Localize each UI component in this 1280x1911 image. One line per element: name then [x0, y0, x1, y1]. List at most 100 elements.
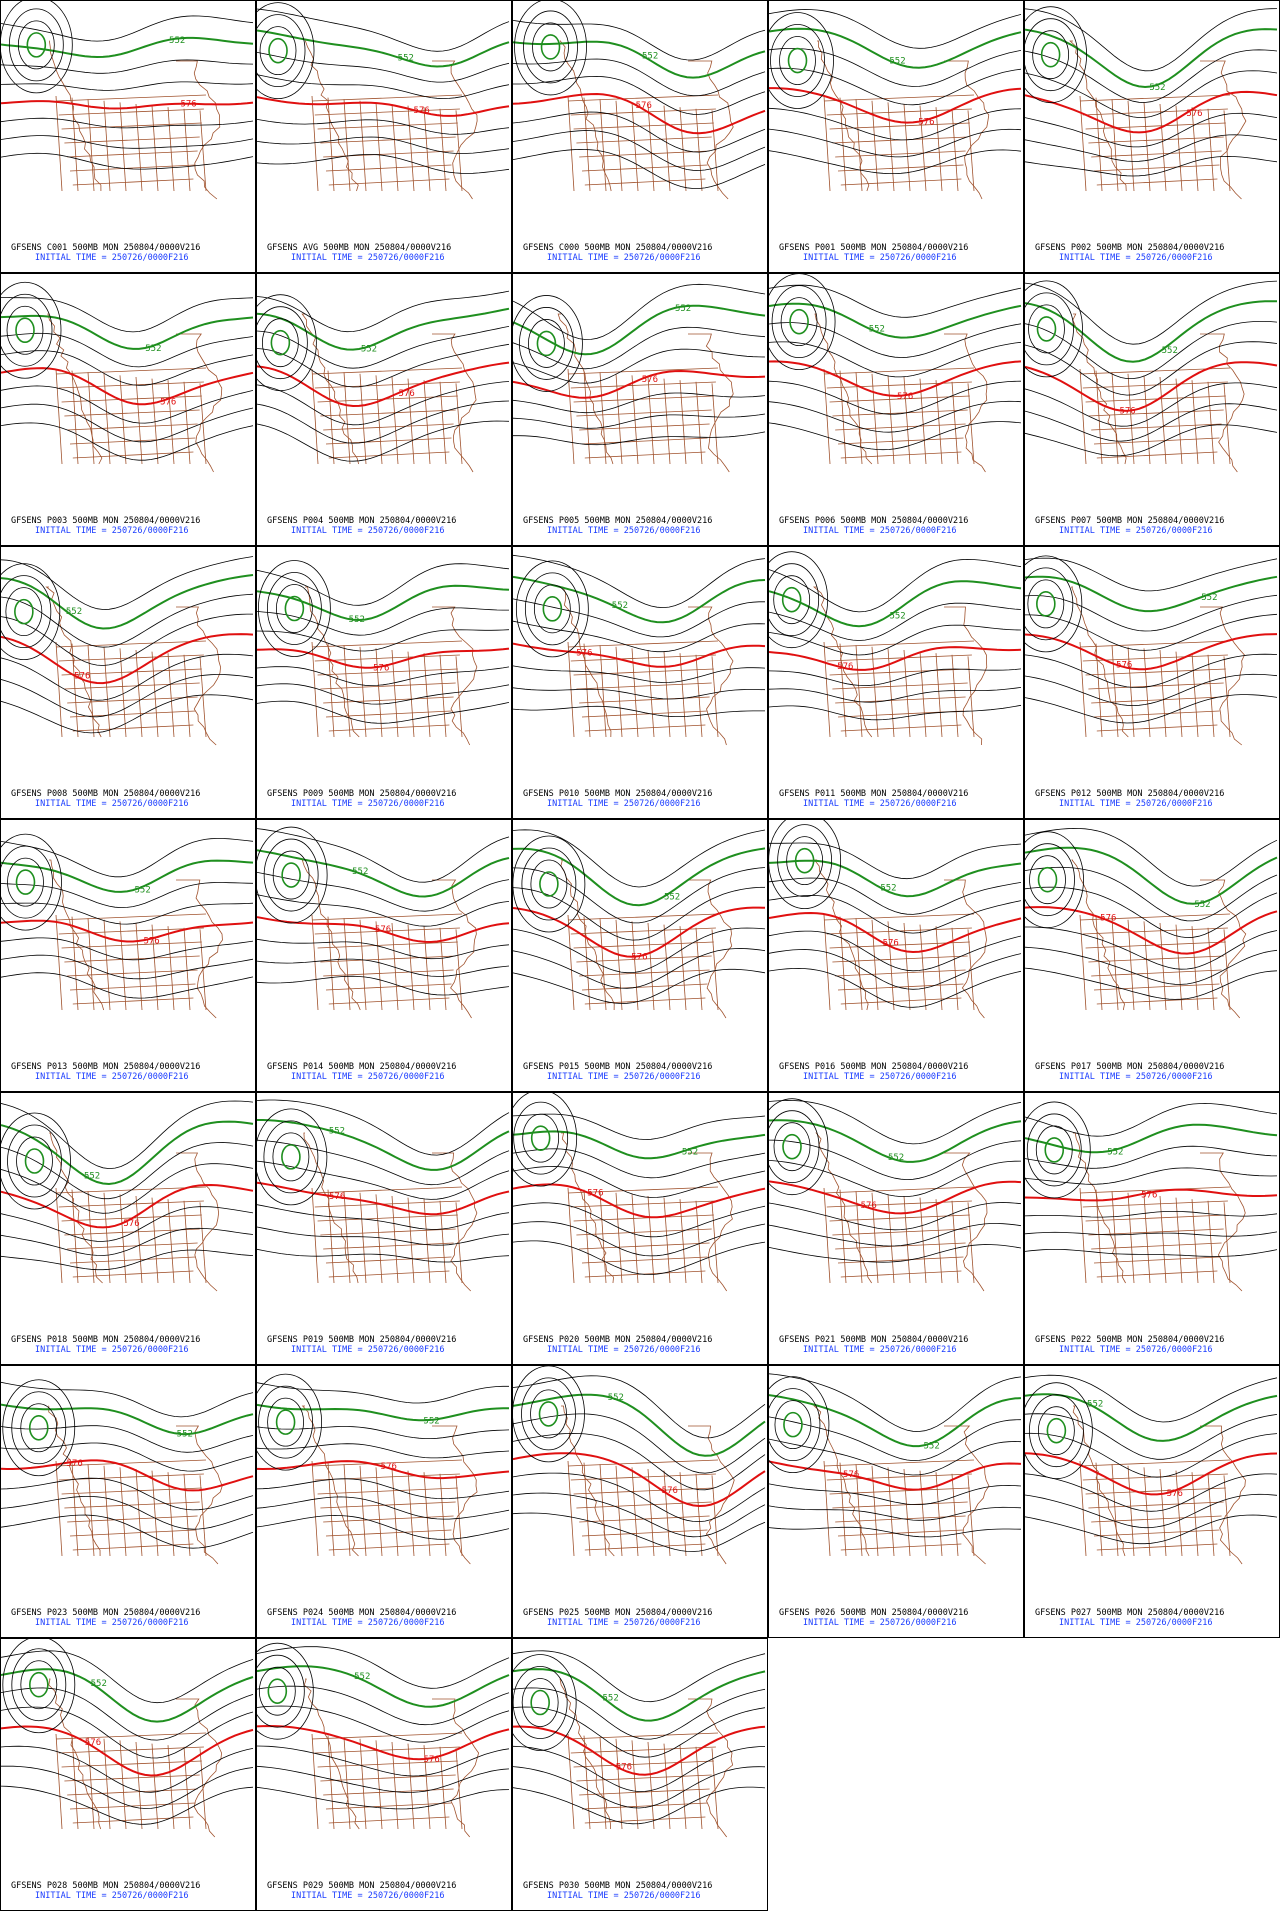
contour-label: 552: [889, 57, 905, 67]
state-line: [407, 1470, 415, 1557]
contour: [257, 29, 510, 68]
state-line: [183, 1200, 191, 1284]
contour: [1, 1725, 254, 1777]
contour: [769, 1416, 1022, 1462]
panel-label: GFSENS P026 500MB MON 250804/0000V216: [779, 1608, 968, 1618]
state-line: [87, 1737, 95, 1830]
coastline: [303, 1678, 360, 1830]
contour: [257, 563, 510, 606]
state-line: [151, 651, 159, 738]
contour-label: 552: [354, 1672, 370, 1682]
low-contour: [15, 317, 35, 344]
state-line: [647, 1468, 655, 1557]
state-grid: [301, 1405, 478, 1565]
state-line: [1079, 1460, 1087, 1557]
state-line: [581, 1802, 708, 1810]
contour: [769, 1160, 1022, 1197]
contour: [769, 48, 1022, 87]
contour: [513, 620, 766, 653]
low-contour: [1040, 41, 1061, 68]
contour: [769, 877, 1022, 915]
state-line: [55, 94, 207, 102]
state-line: [407, 651, 415, 738]
state-line: [631, 1194, 639, 1284]
state-line: [855, 1191, 863, 1284]
state-line: [1091, 1515, 1222, 1523]
ensemble-panel: 552 576 GFSENS C001 500MB MON 250804/0000V…: [0, 0, 256, 273]
state-line: [576, 1228, 712, 1236]
contour: [1025, 694, 1278, 724]
state-line: [567, 914, 575, 1011]
state-line: [1175, 924, 1183, 1011]
contour: [1025, 1413, 1278, 1460]
coastline: [688, 879, 733, 1019]
contour: [513, 1452, 766, 1508]
state-line: [631, 921, 639, 1011]
state-line: [1111, 1464, 1119, 1557]
initial-time: INITIAL TIME = 250726/0000F216: [35, 1072, 189, 1082]
state-line: [695, 381, 703, 465]
state-line: [840, 997, 962, 1005]
low-contour: [1028, 304, 1065, 354]
contour-label: 552: [66, 607, 82, 617]
low-contour: [1, 833, 62, 931]
low-contour: [521, 1678, 559, 1727]
coastline: [688, 60, 734, 200]
contour: [513, 348, 766, 384]
state-line: [839, 1189, 847, 1284]
state-line: [835, 1242, 966, 1250]
low-contour: [2, 1379, 76, 1477]
state-line: [647, 376, 655, 465]
initial-time: INITIAL TIME = 250726/0000F216: [803, 1345, 957, 1355]
contour: [513, 598, 765, 638]
state-line: [581, 1256, 708, 1264]
state-line: [1088, 409, 1224, 417]
low-contour: [528, 319, 565, 368]
state-line: [317, 668, 458, 676]
state-line: [1079, 1459, 1231, 1467]
contour-label: 552: [349, 615, 365, 625]
contour: [1025, 575, 1278, 613]
coastline: [817, 40, 870, 192]
map: 552 576 GFSENS P024 500MB MON 250804/0000V…: [257, 1373, 510, 1628]
state-line: [58, 927, 204, 935]
state-line: [67, 969, 198, 977]
state-grid: [814, 313, 988, 473]
panel-label: GFSENS P009 500MB MON 250804/0000V216: [267, 789, 456, 799]
ensemble-panel: 552 576 GFSENS P017 500MB MON 250804/0000V…: [1024, 819, 1280, 1092]
state-line: [72, 1816, 194, 1824]
low-contour: [281, 1144, 301, 1170]
state-line: [823, 1187, 831, 1284]
contour: [257, 1226, 510, 1246]
low-contour: [26, 32, 47, 58]
contour-label: 576: [414, 106, 430, 116]
low-contour: [6, 305, 44, 355]
state-line: [579, 150, 710, 158]
contour: [1025, 1473, 1278, 1512]
state-line: [317, 941, 458, 949]
low-contour: [769, 1376, 830, 1474]
low-contour: [1025, 1101, 1091, 1199]
state-line: [832, 1228, 968, 1236]
state-line: [663, 924, 671, 1011]
state-line: [903, 649, 911, 738]
low-contour: [259, 26, 297, 76]
low-contour: [267, 1397, 304, 1447]
low-contour: [261, 318, 299, 368]
state-line: [599, 918, 607, 1011]
state-line: [328, 997, 450, 1005]
state-line: [1088, 1501, 1224, 1509]
contour: [1025, 341, 1278, 396]
state-line: [439, 1473, 447, 1557]
initial-time: INITIAL TIME = 250726/0000F216: [803, 1618, 957, 1628]
contour: [513, 1202, 766, 1238]
state-line: [1223, 1475, 1231, 1557]
state-line: [871, 646, 879, 738]
low-contour: [538, 1401, 559, 1427]
state-line: [1143, 1194, 1151, 1284]
low-contour: [780, 297, 818, 347]
low-contour: [257, 1642, 314, 1740]
low-contour: [257, 1654, 305, 1728]
state-line: [343, 645, 351, 738]
state-line: [871, 100, 879, 192]
